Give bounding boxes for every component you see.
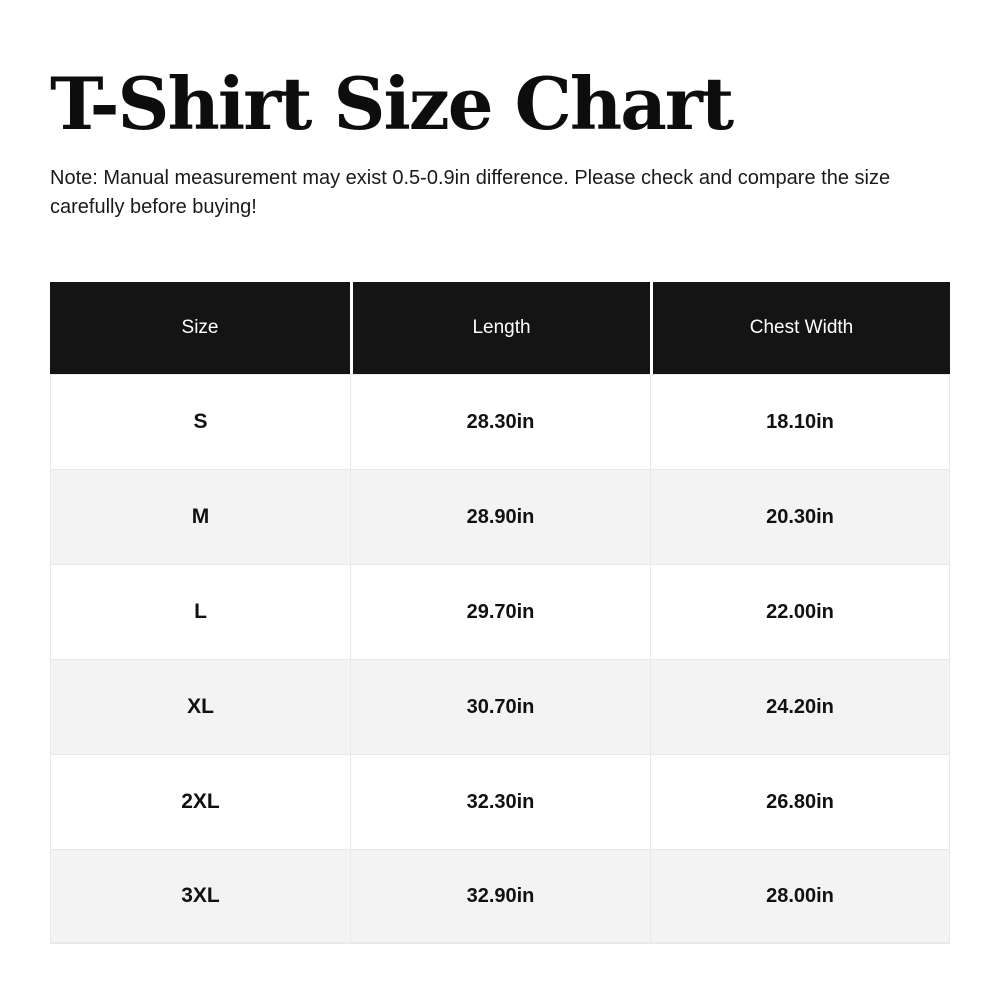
size-cell: 2XL [50, 754, 350, 849]
size-cell: S [50, 374, 350, 469]
table-row: 2XL 32.30in 26.80in [50, 754, 950, 849]
size-cell: XL [50, 659, 350, 754]
header-row: Size Length Chest Width [50, 282, 950, 374]
length-cell: 29.70in [350, 564, 650, 659]
length-cell: 30.70in [350, 659, 650, 754]
column-header-length: Length [350, 282, 650, 374]
column-header-chest-width: Chest Width [650, 282, 950, 374]
length-cell: 28.30in [350, 374, 650, 469]
length-cell: 28.90in [350, 469, 650, 564]
size-cell: L [50, 564, 350, 659]
size-table: Size Length Chest Width S 28.30in 18.10in M… [50, 282, 950, 944]
size-cell: M [50, 469, 350, 564]
length-cell: 32.90in [350, 849, 650, 944]
chest-width-cell: 20.30in [650, 469, 950, 564]
chest-width-cell: 22.00in [650, 564, 950, 659]
table-row: M 28.90in 20.30in [50, 469, 950, 564]
length-cell: 32.30in [350, 754, 650, 849]
page-title: T-Shirt Size Chart [50, 61, 734, 146]
column-header-size: Size [50, 282, 350, 374]
table-row: S 28.30in 18.10in [50, 374, 950, 469]
chest-width-cell: 24.20in [650, 659, 950, 754]
measurement-note: Note: Manual measurement may exist 0.5-0… [50, 167, 891, 218]
table-row: XL 30.70in 24.20in [50, 659, 950, 754]
table-row: L 29.70in 22.00in [50, 564, 950, 659]
size-table-body: S 28.30in 18.10in M 28.90in 20.30in L 29.70in 22… [50, 374, 950, 944]
size-table-header: Size Length Chest Width [50, 282, 950, 374]
chest-width-cell: 26.80in [650, 754, 950, 849]
chest-width-cell: 18.10in [650, 374, 950, 469]
table-row: 3XL 32.90in 28.00in [50, 849, 950, 944]
size-cell: 3XL [50, 849, 350, 944]
chest-width-cell: 28.00in [650, 849, 950, 944]
